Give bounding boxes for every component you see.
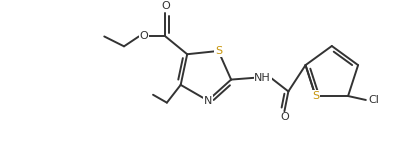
Text: S: S: [312, 91, 319, 101]
Text: NH: NH: [254, 73, 271, 83]
Text: N: N: [204, 95, 212, 106]
Text: O: O: [280, 112, 289, 122]
Text: S: S: [215, 46, 222, 56]
Text: Cl: Cl: [368, 95, 379, 105]
Text: O: O: [161, 1, 170, 11]
Text: O: O: [139, 31, 148, 41]
